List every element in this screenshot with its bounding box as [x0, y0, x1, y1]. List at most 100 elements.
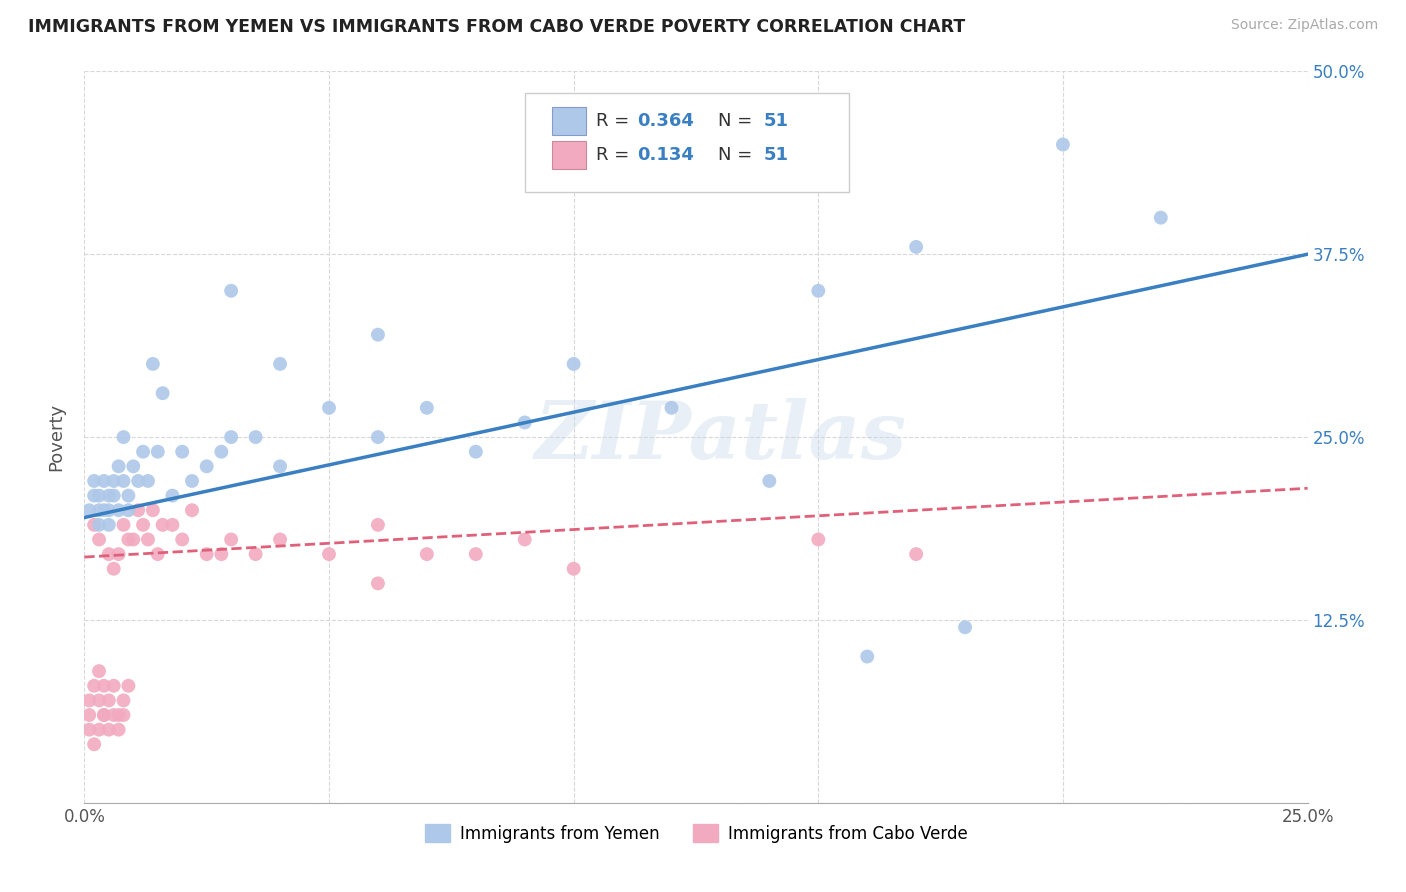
- Point: [464, 547, 486, 561]
- Point: [103, 708, 125, 723]
- Point: [367, 430, 389, 444]
- Point: [807, 284, 830, 298]
- Point: [152, 517, 174, 532]
- Point: [269, 459, 291, 474]
- Point: [146, 547, 169, 561]
- Point: [209, 444, 232, 458]
- Point: [953, 620, 976, 634]
- Point: [83, 474, 105, 488]
- Point: [1150, 211, 1173, 225]
- Point: [117, 489, 139, 503]
- Point: [93, 503, 115, 517]
- Point: [245, 547, 267, 561]
- Point: [127, 474, 149, 488]
- Point: [142, 357, 165, 371]
- Point: [905, 547, 928, 561]
- Point: [97, 503, 120, 517]
- Point: [269, 357, 291, 371]
- Point: [464, 444, 486, 458]
- Point: [146, 444, 169, 458]
- Text: ZIPatlas: ZIPatlas: [534, 399, 907, 475]
- Point: [83, 517, 105, 532]
- Point: [107, 723, 129, 737]
- Point: [77, 693, 100, 707]
- Point: [562, 357, 585, 371]
- Point: [152, 386, 174, 401]
- Point: [87, 489, 110, 503]
- Point: [107, 459, 129, 474]
- Point: [107, 708, 129, 723]
- Point: [181, 503, 204, 517]
- Point: [87, 517, 110, 532]
- Point: [97, 723, 120, 737]
- Point: [661, 401, 683, 415]
- Point: [416, 547, 439, 561]
- Point: [122, 459, 145, 474]
- Point: [93, 708, 115, 723]
- Point: [87, 503, 110, 517]
- Point: [112, 693, 135, 707]
- Text: 51: 51: [763, 145, 789, 164]
- Point: [219, 533, 242, 547]
- Point: [87, 693, 110, 707]
- Point: [172, 533, 194, 547]
- Point: [77, 708, 100, 723]
- Point: [219, 430, 242, 444]
- Point: [136, 474, 159, 488]
- Text: Source: ZipAtlas.com: Source: ZipAtlas.com: [1230, 18, 1378, 32]
- Point: [807, 533, 830, 547]
- Point: [1052, 137, 1074, 152]
- Point: [562, 562, 585, 576]
- Point: [112, 708, 135, 723]
- Point: [103, 474, 125, 488]
- Point: [112, 430, 135, 444]
- Point: [83, 737, 105, 751]
- Point: [103, 679, 125, 693]
- Point: [367, 517, 389, 532]
- Legend: Immigrants from Yemen, Immigrants from Cabo Verde: Immigrants from Yemen, Immigrants from C…: [418, 818, 974, 849]
- Bar: [551, 107, 586, 135]
- Point: [87, 664, 110, 678]
- Text: N =: N =: [718, 112, 758, 130]
- Point: [136, 533, 159, 547]
- Point: [117, 503, 139, 517]
- Point: [122, 533, 145, 547]
- Point: [195, 547, 218, 561]
- Point: [856, 649, 879, 664]
- Text: R =: R =: [596, 112, 634, 130]
- Point: [195, 459, 218, 474]
- Point: [181, 474, 204, 488]
- Point: [97, 489, 120, 503]
- Point: [107, 503, 129, 517]
- Point: [162, 489, 184, 503]
- Point: [142, 503, 165, 517]
- Point: [103, 562, 125, 576]
- Point: [132, 444, 155, 458]
- Text: 0.134: 0.134: [637, 145, 695, 164]
- Point: [112, 517, 135, 532]
- Point: [97, 547, 120, 561]
- Point: [93, 679, 115, 693]
- Point: [93, 708, 115, 723]
- Text: 0.364: 0.364: [637, 112, 695, 130]
- Point: [87, 533, 110, 547]
- Point: [367, 576, 389, 591]
- Text: 51: 51: [763, 112, 789, 130]
- Point: [127, 503, 149, 517]
- Text: N =: N =: [718, 145, 758, 164]
- FancyBboxPatch shape: [524, 94, 849, 192]
- Point: [77, 503, 100, 517]
- Point: [107, 547, 129, 561]
- Y-axis label: Poverty: Poverty: [48, 403, 66, 471]
- Point: [513, 533, 536, 547]
- Point: [97, 517, 120, 532]
- Point: [416, 401, 439, 415]
- Point: [83, 679, 105, 693]
- Point: [219, 284, 242, 298]
- Point: [318, 401, 340, 415]
- Point: [117, 679, 139, 693]
- Point: [245, 430, 267, 444]
- Point: [269, 533, 291, 547]
- Point: [97, 693, 120, 707]
- Point: [112, 474, 135, 488]
